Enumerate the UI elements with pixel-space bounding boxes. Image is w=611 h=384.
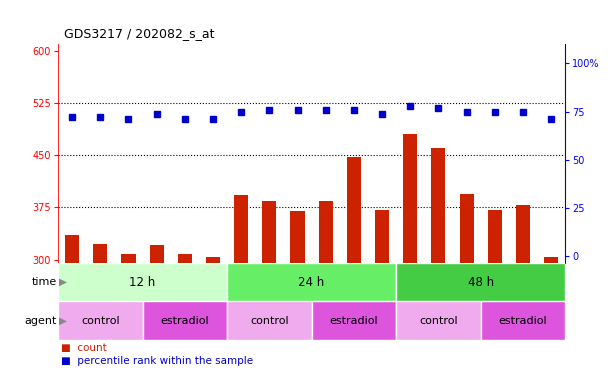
Bar <box>396 263 565 301</box>
FancyBboxPatch shape <box>114 263 142 280</box>
Text: time: time <box>32 277 57 287</box>
Text: GDS3217 / 202082_s_at: GDS3217 / 202082_s_at <box>64 27 214 40</box>
Text: agent: agent <box>24 316 57 326</box>
Bar <box>403 134 417 384</box>
FancyBboxPatch shape <box>171 263 199 280</box>
Bar <box>142 301 227 340</box>
Bar <box>58 263 227 301</box>
Bar <box>544 257 558 384</box>
FancyBboxPatch shape <box>86 263 114 280</box>
Bar <box>227 301 312 340</box>
Bar <box>290 211 304 384</box>
FancyBboxPatch shape <box>509 263 537 280</box>
Bar <box>347 157 361 384</box>
FancyBboxPatch shape <box>284 263 312 280</box>
Bar <box>206 258 220 384</box>
Text: 24 h: 24 h <box>299 276 324 289</box>
Text: ■  percentile rank within the sample: ■ percentile rank within the sample <box>61 356 253 366</box>
Bar <box>65 235 79 384</box>
FancyBboxPatch shape <box>312 263 340 280</box>
FancyBboxPatch shape <box>397 263 424 280</box>
Bar <box>481 301 565 340</box>
FancyBboxPatch shape <box>481 263 509 280</box>
Bar <box>312 301 396 340</box>
Bar <box>459 194 474 384</box>
Text: ▶: ▶ <box>59 316 67 326</box>
Text: ▶: ▶ <box>59 277 67 287</box>
FancyBboxPatch shape <box>143 263 170 280</box>
Text: estradiol: estradiol <box>161 316 209 326</box>
FancyBboxPatch shape <box>453 263 480 280</box>
Text: control: control <box>81 316 120 326</box>
Text: 12 h: 12 h <box>130 276 156 289</box>
Text: estradiol: estradiol <box>329 316 378 326</box>
Text: control: control <box>419 316 458 326</box>
Bar <box>319 200 333 384</box>
Bar <box>93 243 108 384</box>
Bar <box>396 301 481 340</box>
Text: 48 h: 48 h <box>467 276 494 289</box>
Text: estradiol: estradiol <box>499 316 547 326</box>
Bar <box>122 254 136 384</box>
Text: control: control <box>250 316 288 326</box>
FancyBboxPatch shape <box>368 263 396 280</box>
FancyBboxPatch shape <box>199 263 227 280</box>
Text: ■  count: ■ count <box>61 343 107 353</box>
Bar <box>178 254 192 384</box>
FancyBboxPatch shape <box>255 263 284 280</box>
Bar <box>375 210 389 384</box>
FancyBboxPatch shape <box>537 263 565 280</box>
Bar <box>150 245 164 384</box>
Bar <box>227 263 396 301</box>
FancyBboxPatch shape <box>425 263 452 280</box>
FancyBboxPatch shape <box>58 263 86 280</box>
Bar <box>488 210 502 384</box>
Bar <box>58 301 142 340</box>
FancyBboxPatch shape <box>340 263 368 280</box>
Bar <box>262 200 276 384</box>
FancyBboxPatch shape <box>227 263 255 280</box>
Bar <box>431 148 445 384</box>
Bar <box>234 195 248 384</box>
Bar <box>516 205 530 384</box>
